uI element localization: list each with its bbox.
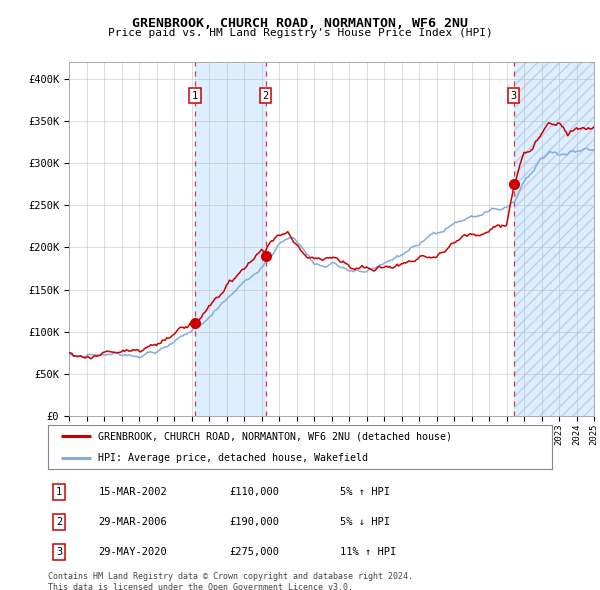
Text: 5% ↑ HPI: 5% ↑ HPI [340, 487, 391, 497]
Text: 2: 2 [56, 517, 62, 527]
Text: 1: 1 [192, 91, 199, 101]
Bar [195, 62, 266, 416]
Text: 1: 1 [56, 487, 62, 497]
Text: GRENBROOK, CHURCH ROAD, NORMANTON, WF6 2NU (detached house): GRENBROOK, CHURCH ROAD, NORMANTON, WF6 2… [98, 431, 452, 441]
Text: 3: 3 [56, 548, 62, 558]
Text: £275,000: £275,000 [229, 548, 280, 558]
Text: 29-MAY-2020: 29-MAY-2020 [98, 548, 167, 558]
Text: 5% ↓ HPI: 5% ↓ HPI [340, 517, 391, 527]
Text: 29-MAR-2006: 29-MAR-2006 [98, 517, 167, 527]
Text: HPI: Average price, detached house, Wakefield: HPI: Average price, detached house, Wake… [98, 453, 368, 463]
Text: 2: 2 [263, 91, 269, 101]
Text: Price paid vs. HM Land Registry's House Price Index (HPI): Price paid vs. HM Land Registry's House … [107, 28, 493, 38]
Text: £110,000: £110,000 [229, 487, 280, 497]
Bar [514, 62, 594, 416]
Bar [514, 62, 594, 416]
Text: £190,000: £190,000 [229, 517, 280, 527]
Text: 11% ↑ HPI: 11% ↑ HPI [340, 548, 397, 558]
Text: 3: 3 [511, 91, 517, 101]
Text: GRENBROOK, CHURCH ROAD, NORMANTON, WF6 2NU: GRENBROOK, CHURCH ROAD, NORMANTON, WF6 2… [132, 17, 468, 30]
Text: 15-MAR-2002: 15-MAR-2002 [98, 487, 167, 497]
Text: Contains HM Land Registry data © Crown copyright and database right 2024.
This d: Contains HM Land Registry data © Crown c… [48, 572, 413, 590]
